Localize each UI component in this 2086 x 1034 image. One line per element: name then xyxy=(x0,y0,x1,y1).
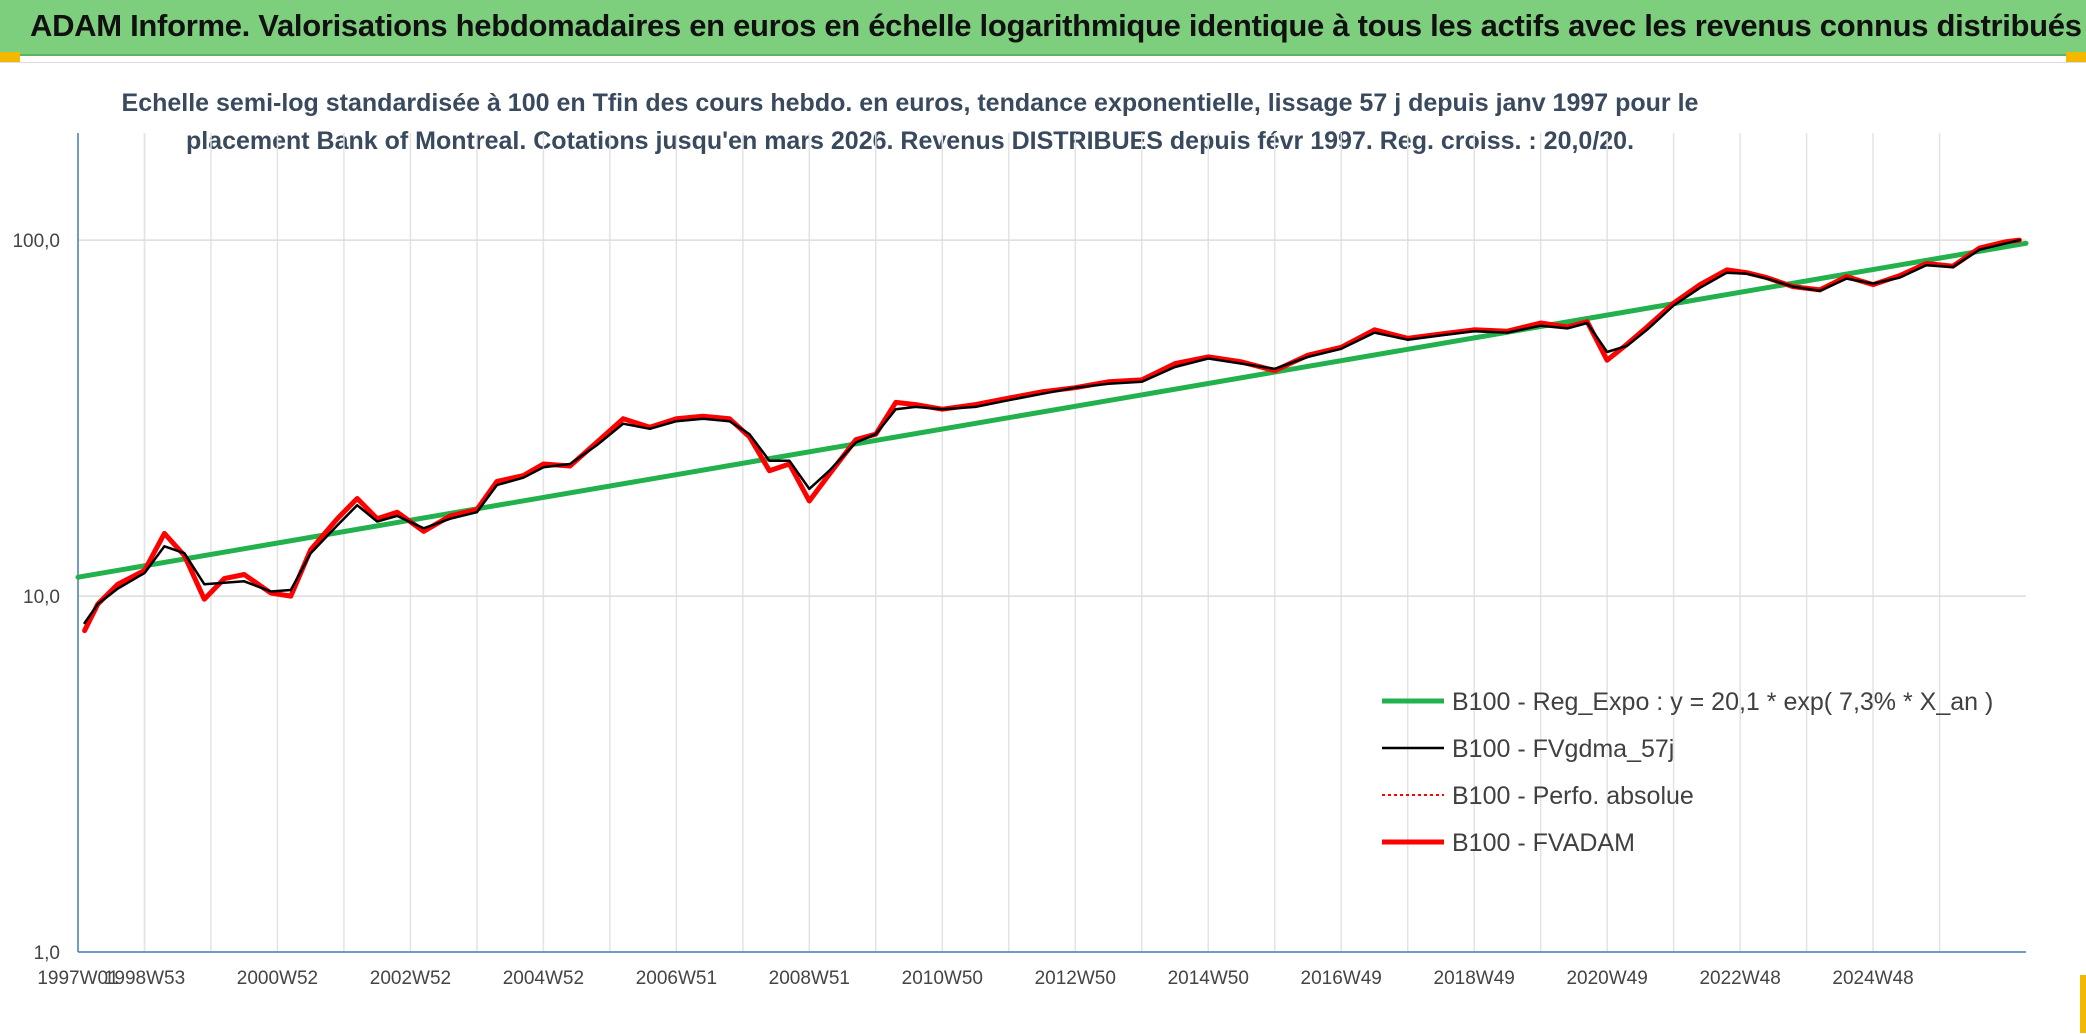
y-tick-label-1: 10,0 xyxy=(23,587,60,608)
x-tick-label-1: 1998W53 xyxy=(104,968,185,989)
x-tick-label-11: 2018W49 xyxy=(1434,968,1515,989)
chart-subtitle-line-2: placement Bank of Montreal. Cotations ju… xyxy=(185,127,1635,155)
x-tick-label-6: 2008W51 xyxy=(769,968,850,989)
x-tick-label-0: 1997W01 xyxy=(37,968,118,989)
x-tick-label-7: 2010W50 xyxy=(902,968,983,989)
series-line-0 xyxy=(75,240,2029,580)
series-line-1 xyxy=(83,238,2021,625)
x-tick-label-4: 2004W52 xyxy=(503,968,584,989)
x-tick-label-5: 2006W51 xyxy=(636,968,717,989)
x-tick-label-12: 2020W49 xyxy=(1566,968,1647,989)
legend-label-1: B100 - FVgdma_57j xyxy=(1452,735,1674,763)
x-tick-label-8: 2012W50 xyxy=(1035,968,1116,989)
corner-marker-top-left xyxy=(0,52,20,62)
y-tick-label-2: 100,0 xyxy=(12,231,60,252)
y-tick-label-0: 1,0 xyxy=(34,943,60,964)
legend-label-3: B100 - FVADAM xyxy=(1452,829,1635,857)
x-tick-label-2: 2000W52 xyxy=(237,968,318,989)
chart-frame: Echelle semi-log standardisée à 100 en T… xyxy=(0,62,2086,1033)
legend-label-2: B100 - Perfo. absolue xyxy=(1452,782,1694,810)
series-line-2 xyxy=(83,239,2021,632)
x-tick-label-10: 2016W49 xyxy=(1301,968,1382,989)
report-title: ADAM Informe. Valorisations hebdomadaire… xyxy=(30,8,2082,43)
x-tick-label-14: 2024W48 xyxy=(1832,968,1913,989)
x-tick-label-13: 2022W48 xyxy=(1699,968,1780,989)
series-line-3 xyxy=(82,237,2022,634)
corner-marker-top-right xyxy=(2066,52,2086,62)
chart-subtitle-line-1: Echelle semi-log standardisée à 100 en T… xyxy=(121,89,1699,117)
x-tick-label-9: 2014W50 xyxy=(1168,968,1249,989)
legend-label-0: B100 - Reg_Expo : y = 20,1 * exp( 7,3% *… xyxy=(1452,688,1993,716)
x-tick-label-3: 2002W52 xyxy=(370,968,451,989)
report-banner: ADAM Informe. Valorisations hebdomadaire… xyxy=(0,0,2086,56)
corner-marker-bottom-right xyxy=(2080,975,2086,1033)
